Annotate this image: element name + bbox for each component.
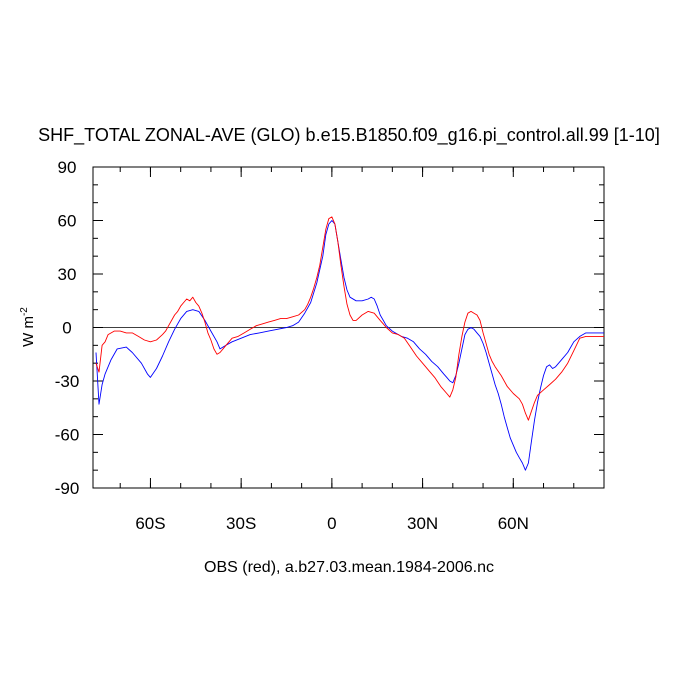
series-line-1 xyxy=(95,220,604,471)
x-tick-label: 0 xyxy=(327,514,336,533)
y-tick-label: 0 xyxy=(62,319,71,338)
y-tick-labels: 90 60 30 0 -30 -60 -90 xyxy=(55,158,80,498)
x-tick-label: 30N xyxy=(407,514,438,533)
y-tick-label: 60 xyxy=(58,212,77,231)
chart-subtitle: OBS (red), a.b27.03.mean.1984-2006.nc xyxy=(204,559,494,576)
y-tick-label: 90 xyxy=(58,158,77,177)
y-axis-label: W m-2 xyxy=(19,307,37,347)
series-lines xyxy=(95,216,604,471)
x-tick-label: 60N xyxy=(498,514,529,533)
chart-title: SHF_TOTAL ZONAL-AVE (GLO) b.e15.B1850.f0… xyxy=(38,125,660,146)
y-tick-label: -30 xyxy=(55,372,80,391)
x-tick-label: 30S xyxy=(226,514,256,533)
x-tick-labels: 60S 30S 0 30N 60N xyxy=(135,514,529,533)
y-tick-label: -60 xyxy=(55,426,80,445)
series-line-2 xyxy=(95,216,604,421)
tick-marks xyxy=(93,166,605,489)
plot-area xyxy=(92,166,605,489)
y-tick-label: -90 xyxy=(55,479,80,498)
y-axis-label-superscript: -2 xyxy=(19,307,30,316)
y-tick-label: 30 xyxy=(58,265,77,284)
y-axis-label-text: W m xyxy=(20,316,37,347)
x-tick-label: 60S xyxy=(135,514,165,533)
